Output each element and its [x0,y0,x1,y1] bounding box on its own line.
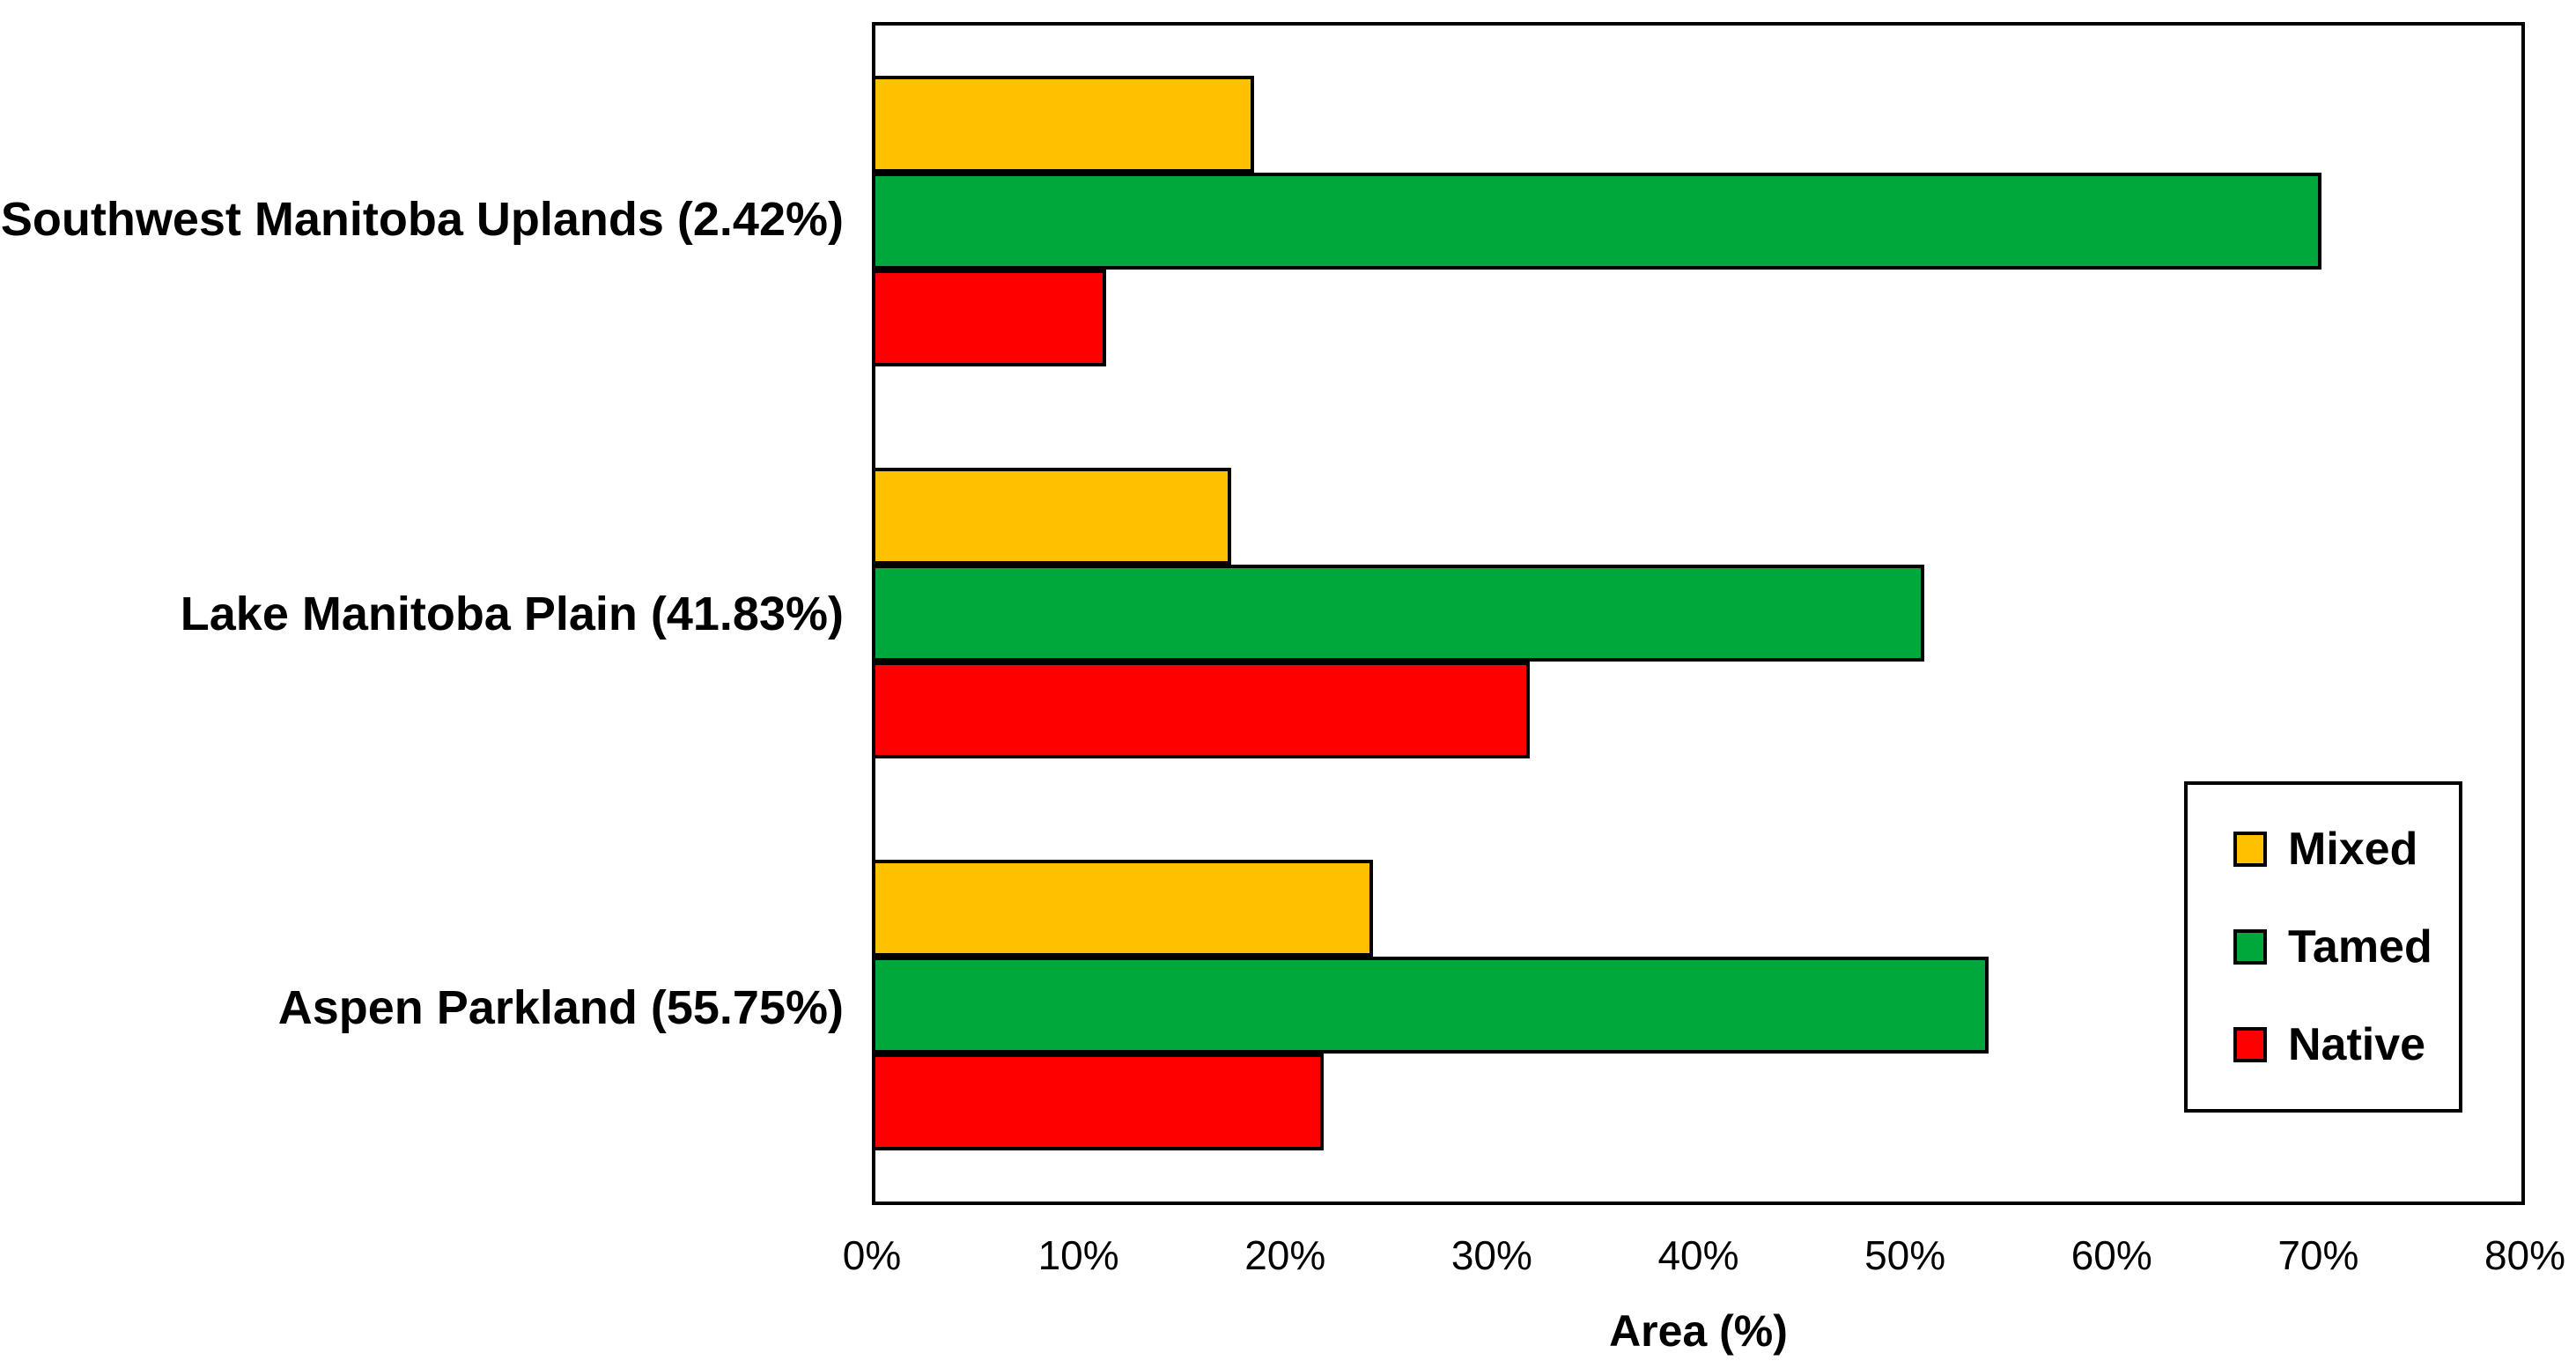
legend: Mixed Tamed Native [2184,781,2462,1113]
bar-native [875,1054,1325,1151]
bar-group [875,26,2521,418]
legend-entry-mixed: Mixed [2188,823,2459,876]
plot-area [872,22,2525,1205]
bar-mixed [875,76,1254,174]
bar-mixed [875,468,1232,566]
x-tick-label: 30% [1450,1232,1532,1278]
bar-group [875,810,2521,1202]
bar-tamed [875,173,2322,270]
x-tick-label: 70% [2277,1232,2359,1278]
x-tick-label: 80% [2484,1232,2566,1278]
legend-swatch-icon [2233,928,2267,965]
x-tick-label: 0% [842,1232,902,1278]
legend-label: Mixed [2288,824,2418,876]
x-tick-label: 50% [1864,1232,1946,1278]
legend-entry-native: Native [2188,1018,2459,1071]
bar-native [875,662,1530,759]
legend-label: Native [2288,1018,2426,1070]
category-label: Aspen Parkland (55.75%) [277,981,844,1035]
bar-native [875,270,1106,367]
bar-group [875,418,2521,810]
category-label: Lake Manitoba Plain (41.83%) [180,587,844,640]
bar-tamed [875,565,1925,662]
x-axis-title: Area (%) [1609,1306,1788,1356]
y-axis-category-labels: Southwest Manitoba Uplands (2.42%) Lake M… [0,22,844,1205]
legend-swatch-icon [2233,832,2267,868]
legend-entry-tamed: Tamed [2188,921,2459,973]
legend-swatch-icon [2233,1026,2267,1062]
bar-tamed [875,957,1989,1054]
x-tick-label: 40% [1657,1232,1739,1278]
category-label: Southwest Manitoba Uplands (2.42%) [0,192,844,246]
x-axis-tick-labels: 0% 10% 20% 30% 40% 50% 60% 70% 80% [843,1231,2565,1284]
x-tick-label: 10% [1037,1232,1119,1278]
x-tick-label: 20% [1244,1232,1326,1278]
bar-mixed [875,860,1374,958]
x-tick-label: 60% [2070,1232,2152,1278]
legend-label: Tamed [2288,921,2432,972]
